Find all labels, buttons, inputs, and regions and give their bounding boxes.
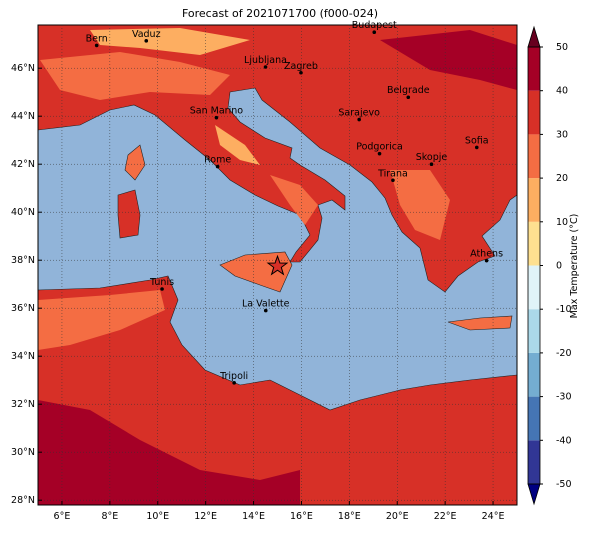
colorbar-tick-label: 50 [556,42,568,53]
city-label: Tunis [149,277,174,288]
colorbar-tick-label: 0 [556,261,562,272]
colorbar-segment [528,134,540,179]
y-tick-label: 34°N [11,351,35,362]
colorbar-tick-label: 20 [556,173,568,184]
land [40,52,230,100]
colorbar-segment [528,90,540,135]
city-marker [357,117,361,122]
city-marker [484,258,489,263]
y-tick-label: 36°N [11,303,35,314]
city-marker [94,43,99,48]
x-tick-label: 20°E [386,511,409,522]
city-label: Rome [204,155,231,166]
city-label: Sofia [465,135,489,146]
city-label: Podgorica [356,142,403,153]
y-tick-label: 30°N [11,447,35,458]
city-label: Belgrade [387,85,430,96]
city-marker [474,145,479,150]
map [38,25,517,505]
city-marker [215,164,220,169]
city-marker [429,162,434,166]
star-marker [266,254,289,276]
chart-title: Forecast of 2021071700 (f000-024) [182,7,378,20]
land [390,170,450,240]
land [117,189,141,239]
x-tick-label: 8°E [101,511,118,522]
land [38,400,300,505]
city-marker [263,65,268,69]
colorbar-segment [528,440,540,484]
land [38,275,517,505]
y-tick-label: 28°N [11,495,35,506]
city-label: Tirana [377,168,408,179]
land [270,175,318,225]
city-label: San Marino [190,106,243,117]
x-tick-label: 18°E [338,511,361,522]
land [90,28,250,55]
y-tick-label: 44°N [11,111,35,122]
colorbar-tick-label: 30 [556,129,568,140]
land [124,144,146,181]
colorbar-tick-label: 40 [556,86,568,97]
city-marker [299,70,303,75]
land [447,315,513,331]
colorbar-segment [528,309,540,353]
land [38,290,165,350]
city-label: Ljubljana [244,55,287,66]
city-marker [232,381,236,385]
land [215,125,260,165]
colorbar-tick-label: -40 [556,435,572,446]
y-tick-label: 46°N [11,63,35,74]
city-label: Budapest [352,20,397,31]
colorbar-tick-label: -50 [556,479,572,490]
x-tick-label: 22°E [434,511,457,522]
x-tick-label: 16°E [290,511,313,522]
land [219,251,293,293]
colorbar-segment [528,221,540,266]
colorbar-tick-label: -20 [556,348,572,359]
city-label: Bern [86,33,108,44]
city-marker [160,287,164,291]
y-tick-label: 32°N [11,399,35,410]
colorbar-segment [528,178,540,222]
colorbar-segment [528,352,540,397]
city-label: La Valette [242,299,290,310]
colorbar-segment [528,265,540,310]
x-tick-label: 10°E [146,511,169,522]
city-marker [391,178,395,183]
city-label: Athens [470,249,503,260]
x-tick-label: 14°E [242,511,265,522]
colorbar-segment [528,47,540,91]
city-marker [214,115,219,120]
colorbar-label: Max Temperature (°C) [569,214,580,319]
x-tick-label: 24°E [482,511,505,522]
plot-frame [37,24,518,506]
colorbar-extend [527,25,541,48]
city-marker [406,95,411,100]
colorbar-segment [528,396,540,441]
city-marker [263,308,268,313]
city-label: Skopje [416,152,448,163]
y-tick-label: 38°N [11,255,35,266]
x-tick-label: 6°E [54,511,71,522]
city-label: Zagreb [284,61,318,72]
city-label: Vaduz [132,29,161,40]
city-marker [372,30,377,34]
city-label: Sarajevo [338,108,380,119]
city-marker [377,151,382,156]
y-tick-label: 42°N [11,159,35,170]
colorbar-extend [527,483,541,506]
colorbar-tick-label: -30 [556,392,572,403]
y-tick-label: 40°N [11,207,35,218]
land [380,30,517,90]
colorbar-tick-label: 10 [556,217,568,228]
x-tick-label: 12°E [194,511,217,522]
city-label: Tripoli [219,371,248,382]
city-marker [144,39,149,43]
colorbar-tick-label: -10 [556,304,572,315]
